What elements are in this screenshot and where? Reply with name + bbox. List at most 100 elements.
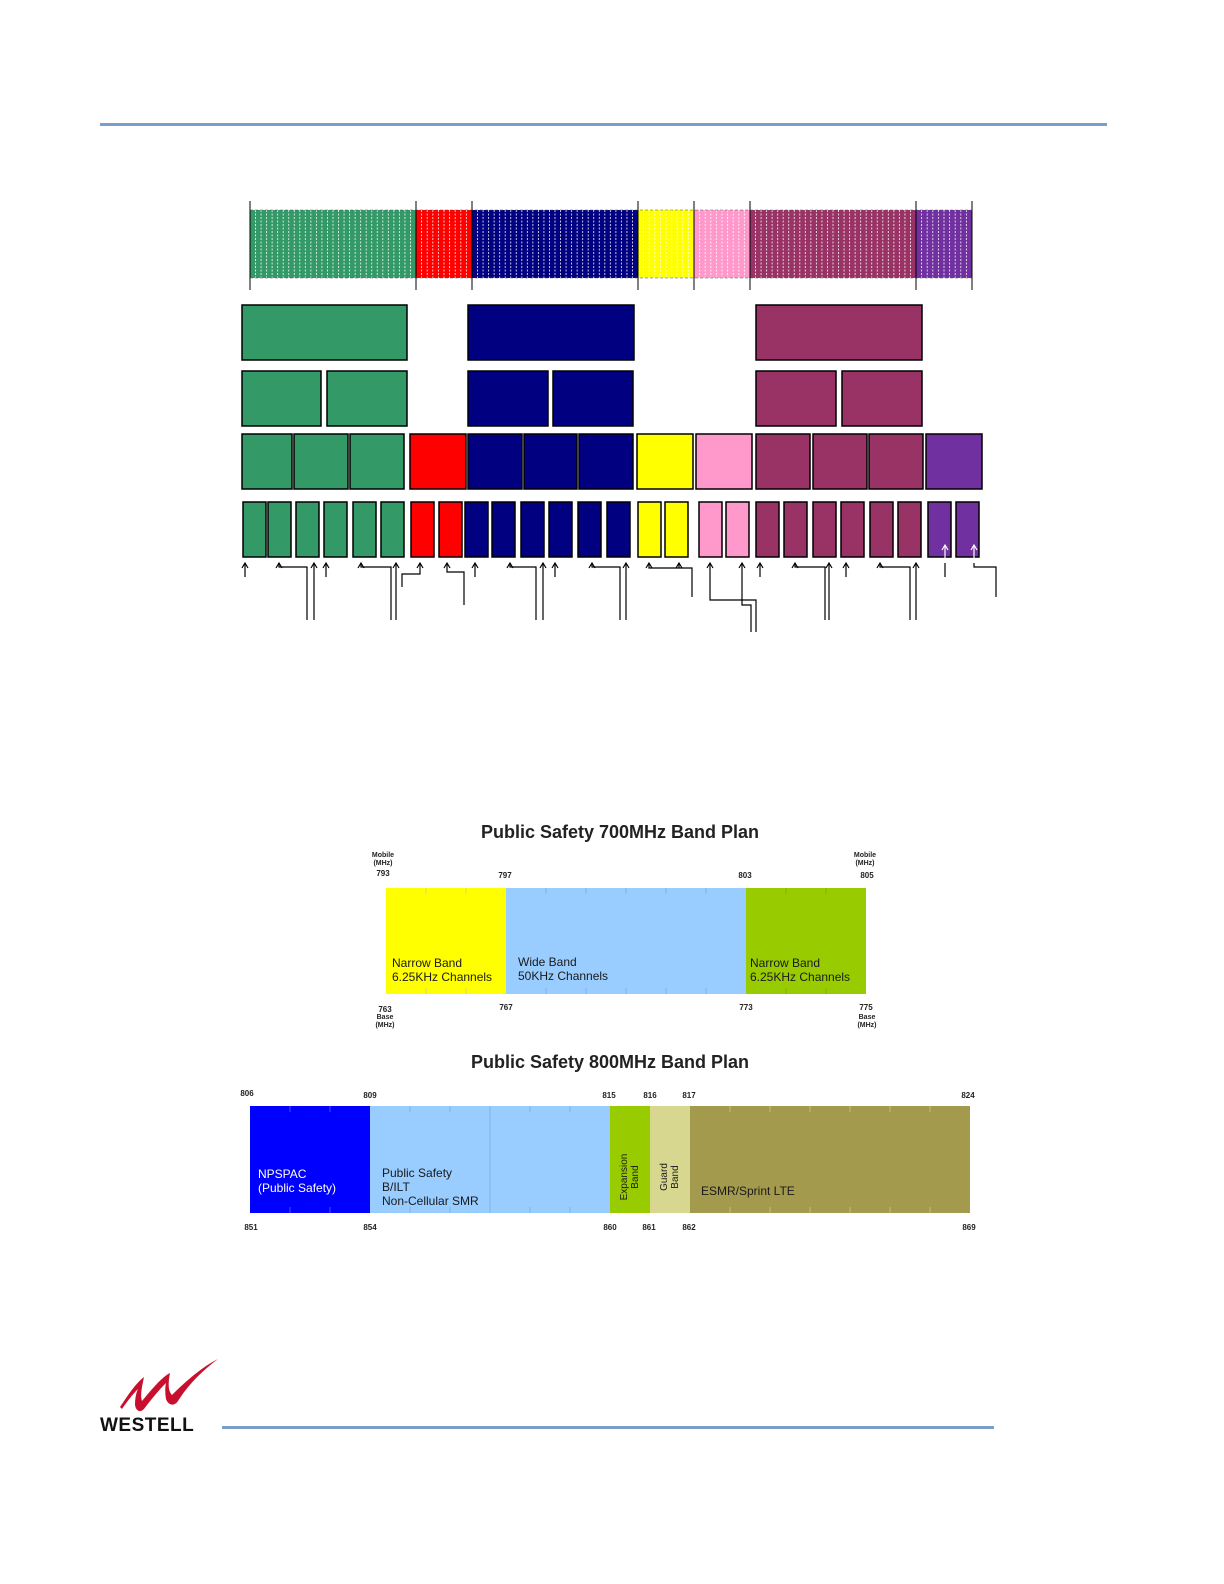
connector-line xyxy=(360,563,392,620)
plan700-top-tick: 793 xyxy=(376,869,390,878)
block-row2 xyxy=(552,370,634,427)
block-row4 xyxy=(410,501,435,558)
connector-line xyxy=(446,563,465,605)
plan800-band-label: NPSPAC (Public Safety) xyxy=(258,1167,337,1195)
plan700-band-wide: Wide Band 50KHz Channels xyxy=(506,888,746,994)
block-row4 xyxy=(242,501,267,558)
block-row4 xyxy=(664,501,689,558)
plan800-top-tick: 824 xyxy=(961,1091,975,1100)
block-row4 xyxy=(783,501,808,558)
block-row4 xyxy=(380,501,405,558)
plan800-band-expansion: Expansion Band xyxy=(610,1106,650,1213)
block-row4 xyxy=(323,501,348,558)
block-row4 xyxy=(548,501,573,558)
plan700-top-tick: 797 xyxy=(498,871,512,880)
plan700-bar: Narrow Band 6.25KHz Channels Wide Band 5… xyxy=(386,888,866,994)
connector-arrow xyxy=(791,561,799,569)
plan800-band-esmr: ESMR/Sprint LTE xyxy=(690,1106,970,1213)
block-row4 xyxy=(577,501,602,558)
connector-arrow xyxy=(645,561,653,569)
connector-line xyxy=(278,563,308,620)
plan800-top-tick: 816 xyxy=(643,1091,657,1100)
block-row4 xyxy=(637,501,662,558)
block-row2 xyxy=(467,370,549,427)
connector-arrow xyxy=(416,561,424,569)
block-row4 xyxy=(955,501,980,558)
block-row3 xyxy=(636,433,694,490)
plan700-base-label-right: Base (MHz) xyxy=(857,1014,877,1029)
plan700-bottom-tick: 773 xyxy=(739,1003,753,1012)
connector-arrow xyxy=(322,561,330,569)
block-row2 xyxy=(326,370,408,427)
block-row4 xyxy=(869,501,894,558)
block-row3 xyxy=(578,433,634,490)
connector-line xyxy=(794,563,826,620)
connector-arrow xyxy=(756,561,764,569)
connector-arrow xyxy=(506,561,514,569)
connector-line xyxy=(509,563,537,620)
plan800-band-guard: Guard Band xyxy=(650,1106,690,1213)
block-row4 xyxy=(840,501,865,558)
block-row2 xyxy=(755,370,837,427)
connector-arrow xyxy=(941,543,949,551)
connector-arrow xyxy=(825,561,833,569)
block-row3 xyxy=(241,433,293,490)
plan800-bar: NPSPAC (Public Safety) Public Safety B/I… xyxy=(250,1106,970,1213)
connector-line xyxy=(401,563,421,587)
block-row3 xyxy=(812,433,868,490)
block-row1 xyxy=(467,304,635,361)
plan700-ticks xyxy=(425,888,827,994)
connector-arrow xyxy=(675,561,683,569)
plan800-bottom-tick: 851 xyxy=(244,1223,258,1232)
plan800-bottom-tick: 854 xyxy=(363,1223,377,1232)
block-row4 xyxy=(295,501,320,558)
connector-arrow xyxy=(622,561,630,569)
connector-arrow xyxy=(970,543,978,551)
block-row3 xyxy=(695,433,753,490)
plan800-bottom-tick: 862 xyxy=(682,1223,696,1232)
block-row1 xyxy=(755,304,923,361)
plan700-top-tick: 805 xyxy=(860,871,874,880)
westell-logo: WESTELL xyxy=(98,1355,223,1440)
plan800-band-npspac: NPSPAC (Public Safety) xyxy=(250,1106,370,1213)
plan800-top-tick: 817 xyxy=(682,1091,696,1100)
block-row2 xyxy=(841,370,923,427)
block-row2 xyxy=(241,370,322,427)
channel-diagram-svg xyxy=(241,201,997,632)
block-row4 xyxy=(438,501,463,558)
block-row4 xyxy=(267,501,292,558)
connector-arrow xyxy=(738,561,746,569)
block-row3 xyxy=(925,433,983,490)
block-row3 xyxy=(293,433,349,490)
block-row3 xyxy=(868,433,924,490)
block-row3 xyxy=(409,433,467,490)
block-row3 xyxy=(523,433,578,490)
connector-arrow xyxy=(912,561,920,569)
plan800-bottom-tick: 861 xyxy=(642,1223,656,1232)
plan800-top-tick: 815 xyxy=(602,1091,616,1100)
plan700-title: Public Safety 700MHz Band Plan xyxy=(480,822,760,842)
plan800-band-label: ESMR/Sprint LTE xyxy=(701,1184,795,1198)
block-row4 xyxy=(698,501,723,558)
block-row4 xyxy=(755,501,780,558)
block-row4 xyxy=(812,501,837,558)
block-row3 xyxy=(755,433,811,490)
plan700-band-label: Wide Band 50KHz Channels xyxy=(518,955,609,983)
plan800-ticks xyxy=(289,1106,931,1213)
plan700-mobile-label-left: Mobile (MHz) xyxy=(371,852,395,867)
block-row4 xyxy=(606,501,631,558)
connector-arrow xyxy=(539,561,547,569)
connector-arrow xyxy=(588,561,596,569)
connector-arrow xyxy=(551,561,559,569)
connector-line xyxy=(973,563,997,597)
connector-arrow xyxy=(275,561,283,569)
connector-arrow xyxy=(310,561,318,569)
plan700-mobile-label-right: Mobile (MHz) xyxy=(853,852,877,867)
plan700-band-label: Narrow Band 6.25KHz Channels xyxy=(750,956,851,984)
block-row4 xyxy=(725,501,750,558)
connector-arrow xyxy=(357,561,365,569)
footer-rule xyxy=(222,1426,994,1429)
plan800-bottom-tick: 869 xyxy=(962,1223,976,1232)
block-row4 xyxy=(464,501,489,558)
plan700-base-label-left: Base (MHz) xyxy=(375,1014,395,1029)
